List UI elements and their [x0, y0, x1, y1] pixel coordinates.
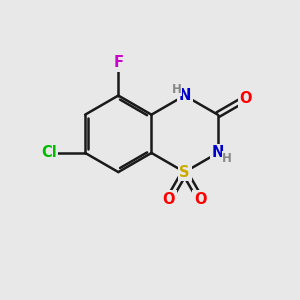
Text: N: N: [178, 88, 191, 103]
Text: Cl: Cl: [41, 146, 57, 160]
Text: O: O: [194, 192, 207, 207]
Text: O: O: [240, 91, 252, 106]
Text: O: O: [163, 192, 175, 207]
Text: H: H: [171, 82, 181, 95]
Text: F: F: [113, 56, 123, 70]
Text: N: N: [212, 146, 224, 160]
Text: H: H: [222, 152, 232, 165]
Text: S: S: [179, 165, 190, 180]
